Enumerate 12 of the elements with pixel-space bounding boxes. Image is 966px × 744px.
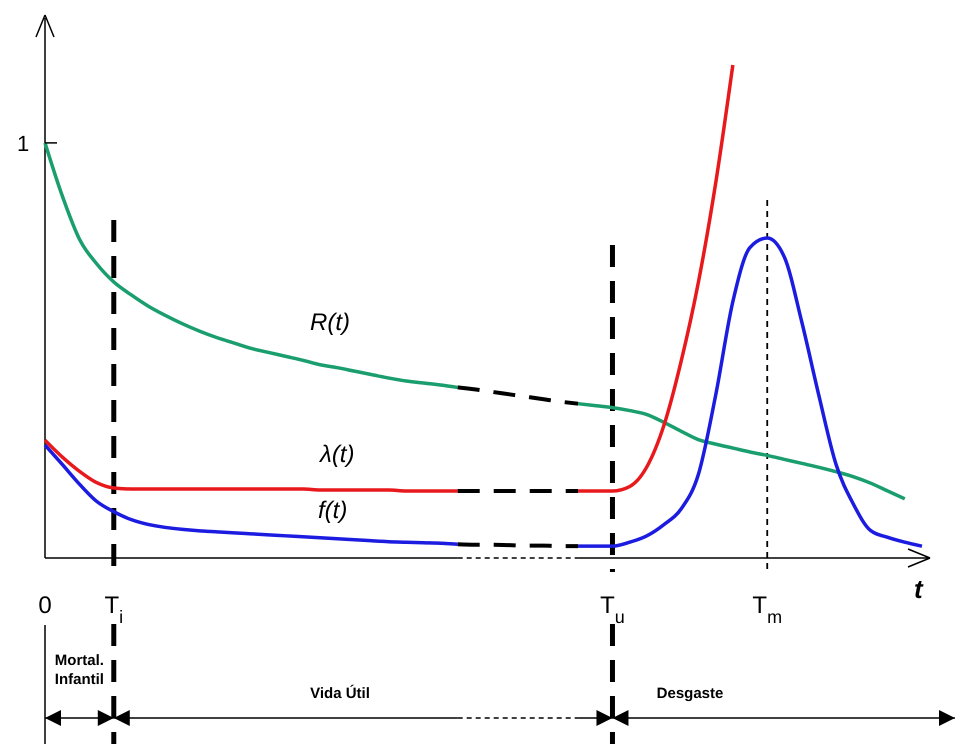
series-label: f(t)	[318, 497, 348, 524]
x-tick-label: T$_{u}$	[600, 592, 625, 627]
x-tick-label: 0	[38, 592, 52, 619]
x-axis-title: t	[914, 574, 924, 604]
text: Mortal. Infantil	[54, 652, 104, 688]
x-tick-label: T$_{m}$	[752, 592, 782, 627]
series-label: λ(t)	[318, 441, 354, 468]
text: Vida Útil	[310, 684, 370, 702]
annotation: 1	[17, 130, 30, 156]
text: Desgaste	[656, 685, 724, 702]
x-tick-label: T$_{i}$	[104, 592, 124, 627]
series-label: R(t)	[310, 309, 350, 336]
